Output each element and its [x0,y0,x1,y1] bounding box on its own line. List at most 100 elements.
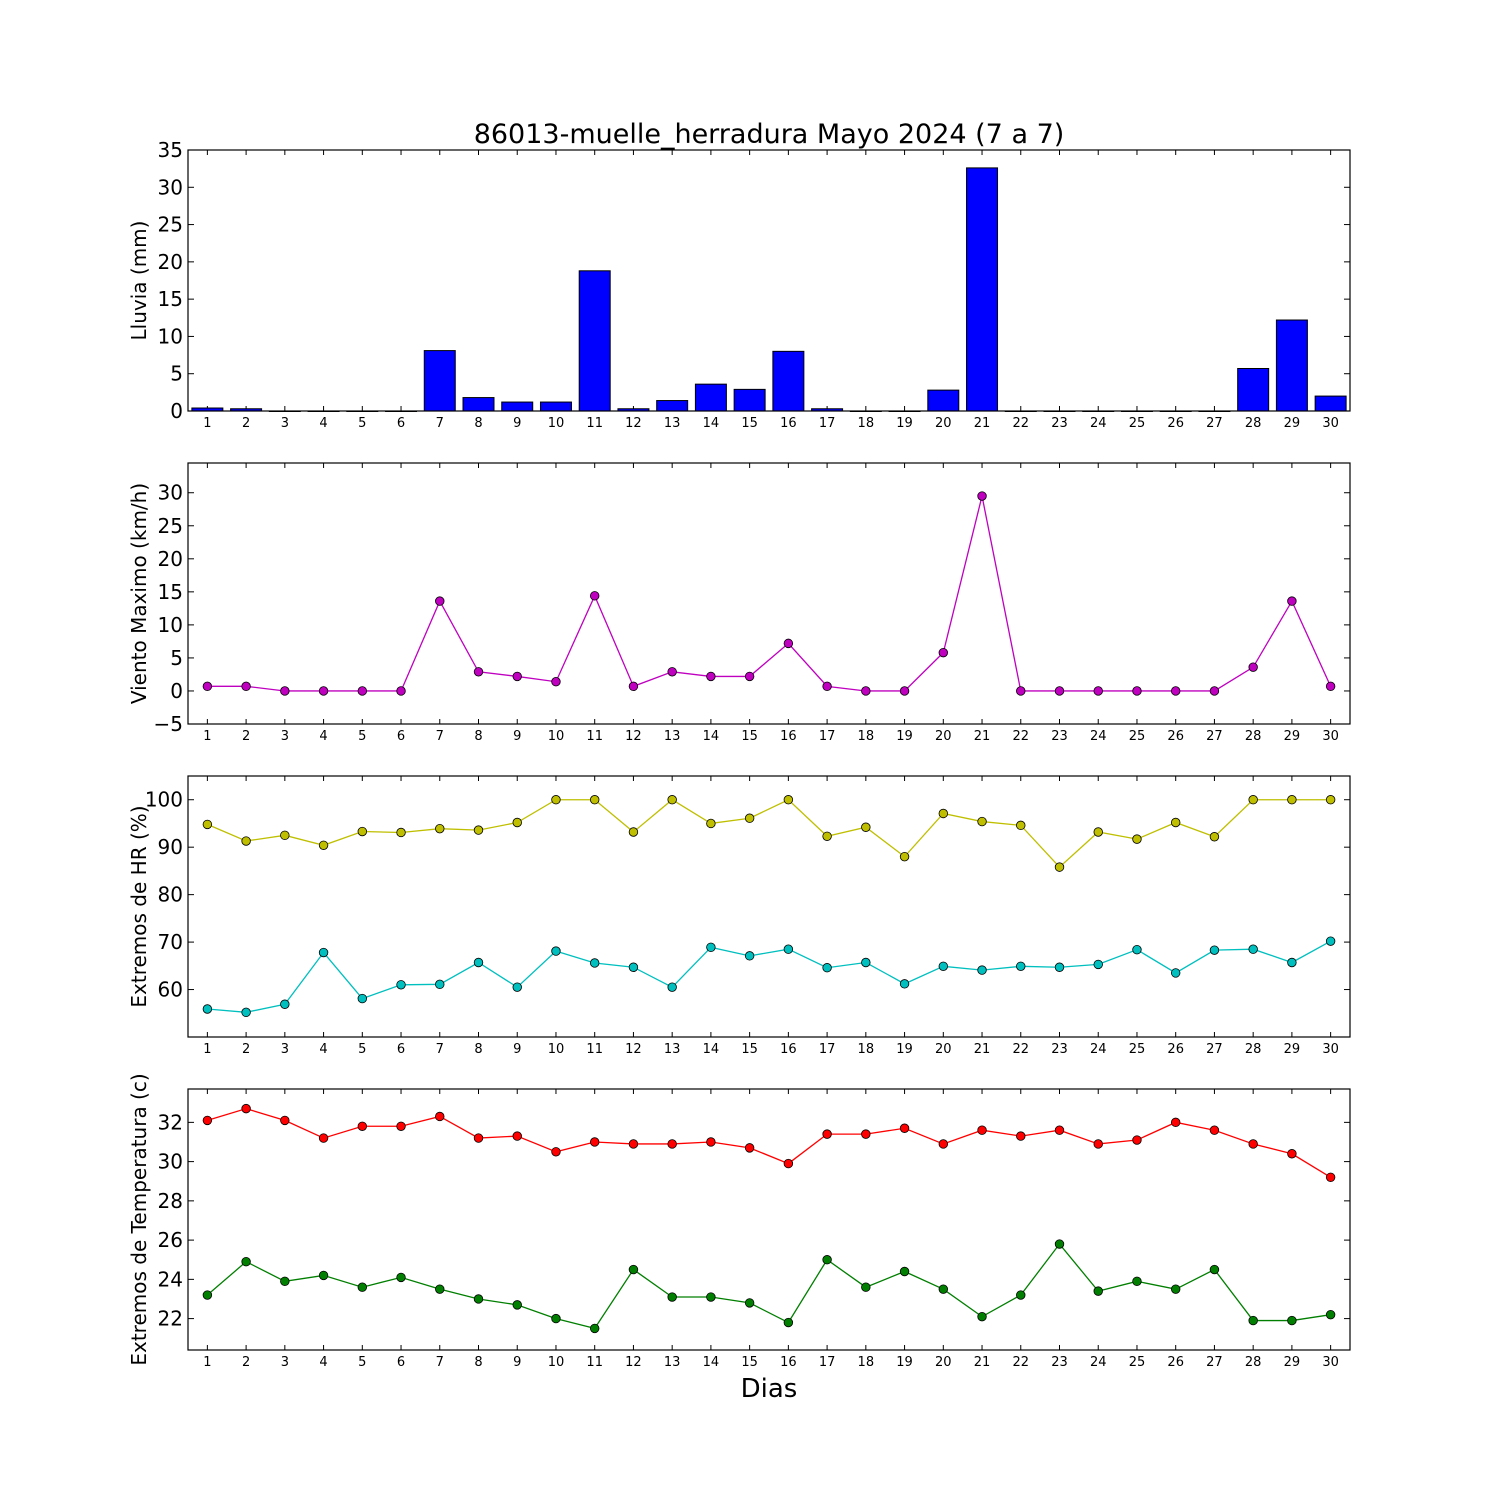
y-tick-label: 15 [158,287,183,311]
point-temp-0-day-24 [1093,1139,1103,1149]
point-temp-1-day-26 [1170,1284,1181,1294]
x-tick-label: 9 [513,729,521,744]
x-tick-label: 13 [664,729,681,744]
point-temp-1-day-12 [628,1264,639,1275]
point-hr-1-day-12 [628,962,639,972]
y-tick-label: 60 [158,978,183,1002]
point-viento-0-day-13 [667,667,677,677]
point-temp-0-day-19 [899,1123,910,1133]
y-tick-label: 30 [158,481,183,505]
x-tick-label: 6 [397,1355,405,1370]
x-tick-label: 19 [896,1042,913,1057]
bar-day-20 [927,389,960,412]
x-tick-label: 14 [703,1042,720,1057]
y-tick-label: 24 [158,1267,183,1291]
point-temp-1-day-3 [280,1276,290,1287]
point-hr-0-day-2 [241,836,251,846]
y-tick-label: 22 [158,1307,183,1331]
point-temp-1-day-5 [357,1282,368,1292]
point-viento-0-day-28 [1248,662,1258,672]
x-tick-label: 26 [1167,416,1184,431]
point-hr-1-day-11 [590,958,600,968]
x-tick-label: 8 [474,416,482,431]
x-tick-label: 25 [1129,416,1146,431]
point-temp-1-day-7 [435,1284,445,1294]
x-tick-label: 30 [1322,1042,1339,1057]
bar-day-28 [1237,367,1270,412]
x-tick-label: 4 [319,1355,327,1370]
point-viento-0-day-21 [977,491,987,501]
bar-day-13 [656,400,689,412]
x-tick-label: 16 [780,729,797,744]
x-tick-label: 19 [896,729,913,744]
x-tick-label: 16 [780,1355,797,1370]
point-viento-0-day-29 [1287,596,1297,606]
point-viento-0-day-24 [1093,686,1103,696]
point-temp-1-day-10 [551,1313,561,1324]
point-viento-0-day-23 [1054,686,1065,696]
x-tick-label: 3 [281,1355,289,1370]
point-temp-1-day-15 [744,1298,755,1308]
point-hr-1-day-21 [977,965,987,975]
point-viento-0-day-26 [1170,686,1181,696]
point-hr-0-day-14 [706,818,716,829]
x-tick-label: 15 [741,1355,758,1370]
point-hr-0-day-23 [1054,862,1065,872]
y-tick-label: 15 [158,580,183,604]
point-temp-1-day-8 [473,1294,484,1304]
point-hr-0-day-1 [202,819,213,830]
x-tick-label: 11 [586,1042,603,1057]
point-temp-0-day-11 [590,1137,600,1147]
point-viento-0-day-15 [744,671,755,682]
point-temp-1-day-17 [822,1255,832,1265]
x-tick-label: 8 [474,1042,482,1057]
y-tick-label: 26 [158,1228,183,1252]
point-temp-0-day-6 [396,1121,406,1131]
x-tick-label: 28 [1245,1042,1262,1057]
point-temp-1-day-9 [512,1300,522,1310]
axes-frame-temp [187,1088,1351,1351]
point-temp-0-day-12 [628,1139,639,1149]
point-hr-0-day-12 [628,827,639,837]
x-tick-label: 26 [1167,1355,1184,1370]
x-tick-label: 20 [935,729,952,744]
x-tick-label: 1 [203,1042,211,1057]
x-tick-label: 6 [397,1042,405,1057]
point-hr-1-day-8 [473,957,484,968]
point-temp-1-day-23 [1054,1239,1065,1249]
point-temp-0-day-23 [1054,1125,1065,1135]
x-tick-label: 29 [1284,1355,1301,1370]
bar-day-7 [423,350,456,412]
point-hr-1-day-25 [1132,944,1142,955]
point-hr-0-day-6 [396,827,406,838]
point-temp-1-day-14 [706,1292,716,1302]
point-viento-0-day-14 [706,671,716,682]
x-tick-label: 13 [664,1355,681,1370]
bar-day-10 [539,401,572,412]
point-temp-1-day-28 [1248,1315,1258,1326]
x-tick-label: 21 [974,729,991,744]
point-temp-0-day-29 [1287,1149,1297,1159]
x-tick-label: 19 [896,416,913,431]
axes-frame-hr [187,775,1351,1038]
y-tick-label: 28 [158,1189,183,1213]
x-tick-label: 22 [1012,416,1029,431]
x-tick-label: 4 [319,729,327,744]
point-hr-1-day-3 [280,999,290,1009]
x-axis-label: Dias [741,1374,798,1404]
point-hr-1-day-29 [1287,957,1297,968]
point-temp-1-day-27 [1209,1264,1220,1275]
point-hr-0-day-21 [977,816,987,827]
x-tick-label: 5 [358,416,366,431]
x-tick-label: 4 [319,416,327,431]
point-viento-0-day-30 [1325,681,1336,692]
x-tick-label: 15 [741,729,758,744]
y-tick-label: 25 [158,213,183,237]
bar-day-15 [733,388,766,412]
point-hr-1-day-10 [551,946,561,956]
y-axis-label-lluvia: Lluvia (mm) [127,221,151,341]
point-temp-0-day-18 [861,1129,871,1139]
point-viento-0-day-8 [473,667,484,677]
